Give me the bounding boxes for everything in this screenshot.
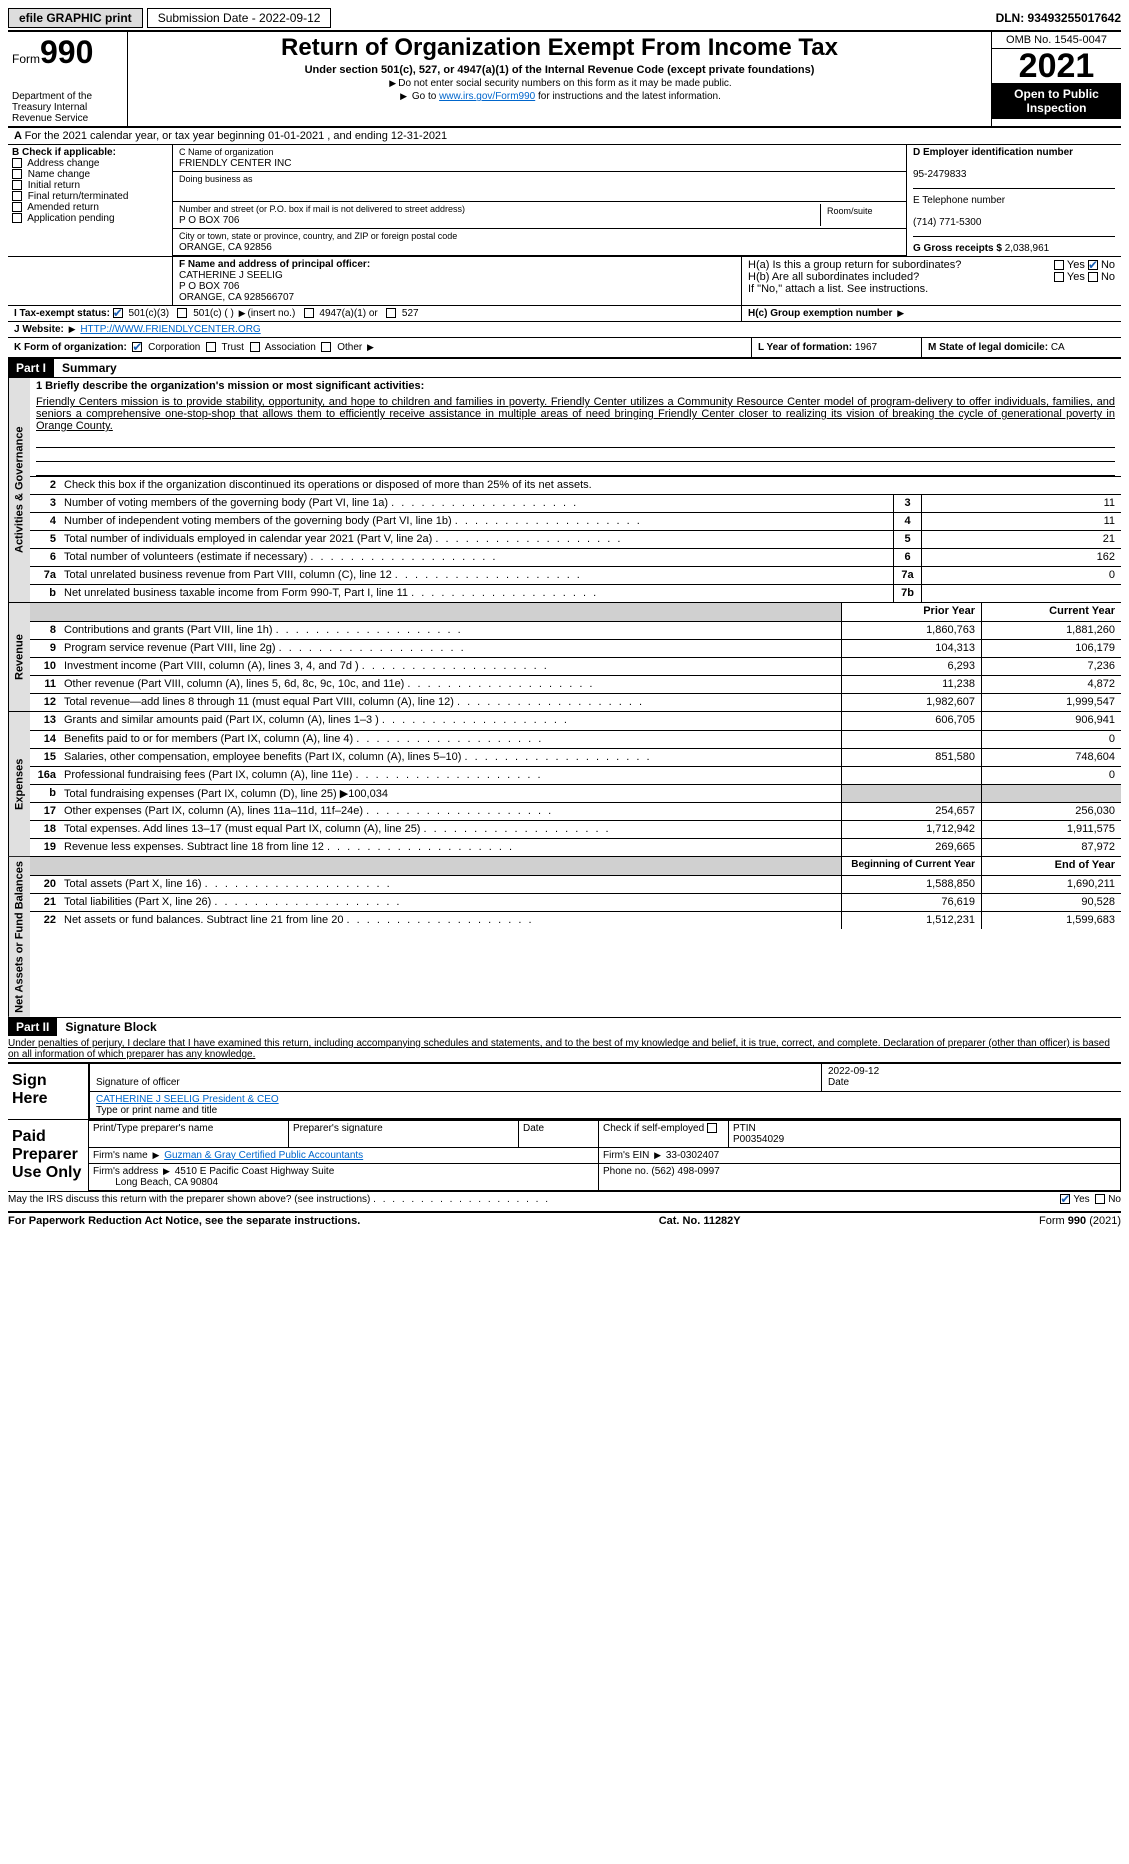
dln: DLN: 93493255017642 (996, 11, 1121, 25)
gross-value: 2,038,961 (1005, 243, 1050, 254)
ha-yes-checkbox[interactable] (1054, 260, 1064, 270)
firm-phone: (562) 498-0997 (651, 1166, 719, 1177)
col-prior-year: Prior Year (841, 603, 981, 621)
self-employed-checkbox[interactable] (707, 1123, 717, 1133)
sig-officer-label: Signature of officer (96, 1077, 180, 1088)
discuss-question: May the IRS discuss this return with the… (8, 1194, 1060, 1205)
gross-label: G Gross receipts $ (913, 243, 1002, 254)
part1-netassets: Net Assets or Fund Balances Beginning of… (8, 856, 1121, 1018)
blockb-checkbox[interactable] (12, 202, 22, 212)
firm-ein: 33-0302407 (666, 1150, 719, 1161)
527-checkbox[interactable] (386, 308, 396, 318)
preparer-table: Print/Type preparer's name Preparer's si… (88, 1120, 1121, 1191)
col-begin-year: Beginning of Current Year (841, 857, 981, 875)
formorg-corporation-checkbox[interactable] (132, 342, 142, 352)
part1-governance: Activities & Governance 1 Briefly descri… (8, 377, 1121, 602)
mission-text: Friendly Centers mission is to provide s… (30, 394, 1121, 434)
efile-btn[interactable]: efile GRAPHIC print (8, 8, 143, 28)
form-subtitle: Under section 501(c), 527, or 4947(a)(1)… (136, 64, 983, 76)
4947-checkbox[interactable] (304, 308, 314, 318)
firm-name-link[interactable]: Guzman & Gray Certified Public Accountan… (164, 1150, 363, 1161)
ptin-value: P00354029 (733, 1134, 784, 1145)
website-link[interactable]: HTTP://WWW.FRIENDLYCENTER.ORG (80, 324, 260, 335)
blockb-checkbox[interactable] (12, 169, 22, 179)
formorg-association-checkbox[interactable] (250, 342, 260, 352)
discuss-yes-checkbox[interactable] (1060, 1194, 1070, 1204)
irs-link[interactable]: www.irs.gov/Form990 (439, 91, 535, 102)
part2-header: Part IISignature Block (8, 1018, 1121, 1036)
vert-governance: Activities & Governance (8, 378, 30, 602)
part1-expenses: Expenses 13Grants and similar amounts pa… (8, 711, 1121, 856)
section-a-taxyear: A For the 2021 calendar year, or tax yea… (8, 128, 1121, 145)
org-name-label: C Name of organization (179, 147, 274, 157)
501c3-checkbox[interactable] (113, 308, 123, 318)
form-number: Form990 (12, 34, 123, 71)
block-m-state: M State of legal domicile: CA (921, 338, 1121, 357)
blockb-checkbox[interactable] (12, 180, 22, 190)
block-f-officer: F Name and address of principal officer:… (173, 257, 741, 305)
city-label: City or town, state or province, country… (179, 231, 457, 241)
hb-no-checkbox[interactable] (1088, 272, 1098, 282)
part1-header: Part ISummary (8, 359, 1121, 377)
formorg-other-checkbox[interactable] (321, 342, 331, 352)
dept-treasury: Department of the Treasury Internal Reve… (12, 91, 123, 124)
sig-date-label: Date (828, 1077, 849, 1088)
ein-label: D Employer identification number (913, 147, 1073, 158)
paid-preparer-label: Paid Preparer Use Only (8, 1120, 88, 1191)
org-addr: P O BOX 706 (179, 215, 239, 226)
ha-no-checkbox[interactable] (1088, 260, 1098, 270)
block-k-formorg: K Form of organization: Corporation Trus… (8, 338, 751, 357)
hb-yes-checkbox[interactable] (1054, 272, 1064, 282)
blockb-checkbox[interactable] (12, 191, 22, 201)
page-footer: For Paperwork Reduction Act Notice, see … (8, 1211, 1121, 1227)
org-city: ORANGE, CA 92856 (179, 242, 272, 253)
formorg-trust-checkbox[interactable] (206, 342, 216, 352)
block-d-ein: D Employer identification number 95-2479… (906, 145, 1121, 256)
note-ssn: Do not enter social security numbers on … (398, 78, 731, 89)
goto-pre: Go to (412, 91, 439, 102)
block-hc: H(c) Group exemption number (741, 306, 1121, 321)
phone-value: (714) 771-5300 (913, 217, 981, 228)
block-j-website: J Website: HTTP://WWW.FRIENDLYCENTER.ORG (8, 322, 1121, 337)
firm-addr: 4510 E Pacific Coast Highway Suite (175, 1166, 335, 1177)
ein-value: 95-2479833 (913, 169, 966, 180)
phone-label: E Telephone number (913, 195, 1005, 206)
block-b-checkboxes: B Check if applicable: Address change Na… (8, 145, 173, 256)
block-c-org: C Name of organization FRIENDLY CENTER I… (173, 145, 906, 256)
submission-date: Submission Date - 2022-09-12 (147, 8, 332, 28)
vert-revenue: Revenue (8, 603, 30, 711)
sign-here-label: Sign Here (8, 1064, 88, 1119)
block-l-year: L Year of formation: 1967 (751, 338, 921, 357)
type-name-label: Type or print name and title (96, 1105, 217, 1116)
blockb-checkbox[interactable] (12, 213, 22, 223)
room-label: Room/suite (827, 206, 873, 216)
discuss-no-checkbox[interactable] (1095, 1194, 1105, 1204)
tax-year: 2021 (992, 49, 1121, 83)
col-end-year: End of Year (981, 857, 1121, 875)
block-i-taxstatus: I Tax-exempt status: 501(c)(3) 501(c) ( … (8, 306, 741, 321)
sig-date-value: 2022-09-12 (828, 1066, 879, 1077)
501c-checkbox[interactable] (177, 308, 187, 318)
goto-post: for instructions and the latest informat… (535, 91, 721, 102)
part1-revenue: Revenue Prior Year Current Year 8Contrib… (8, 602, 1121, 711)
form-title: Return of Organization Exempt From Incom… (136, 34, 983, 62)
vert-netassets: Net Assets or Fund Balances (8, 857, 30, 1017)
addr-label: Number and street (or P.O. box if mail i… (179, 204, 465, 214)
org-name: FRIENDLY CENTER INC (179, 158, 291, 169)
perjury-declaration: Under penalties of perjury, I declare th… (8, 1036, 1121, 1062)
officer-name-link[interactable]: CATHERINE J SEELIG President & CEO (96, 1094, 279, 1105)
open-public: Open to Public Inspection (992, 83, 1121, 119)
topbar: efile GRAPHIC print Submission Date - 20… (8, 8, 1121, 28)
col-current-year: Current Year (981, 603, 1121, 621)
dba-label: Doing business as (179, 174, 253, 184)
blockb-checkbox[interactable] (12, 158, 22, 168)
form-header: Form990 Department of the Treasury Inter… (8, 30, 1121, 128)
block-h: H(a) Is this a group return for subordin… (741, 257, 1121, 305)
vert-expenses: Expenses (8, 712, 30, 856)
